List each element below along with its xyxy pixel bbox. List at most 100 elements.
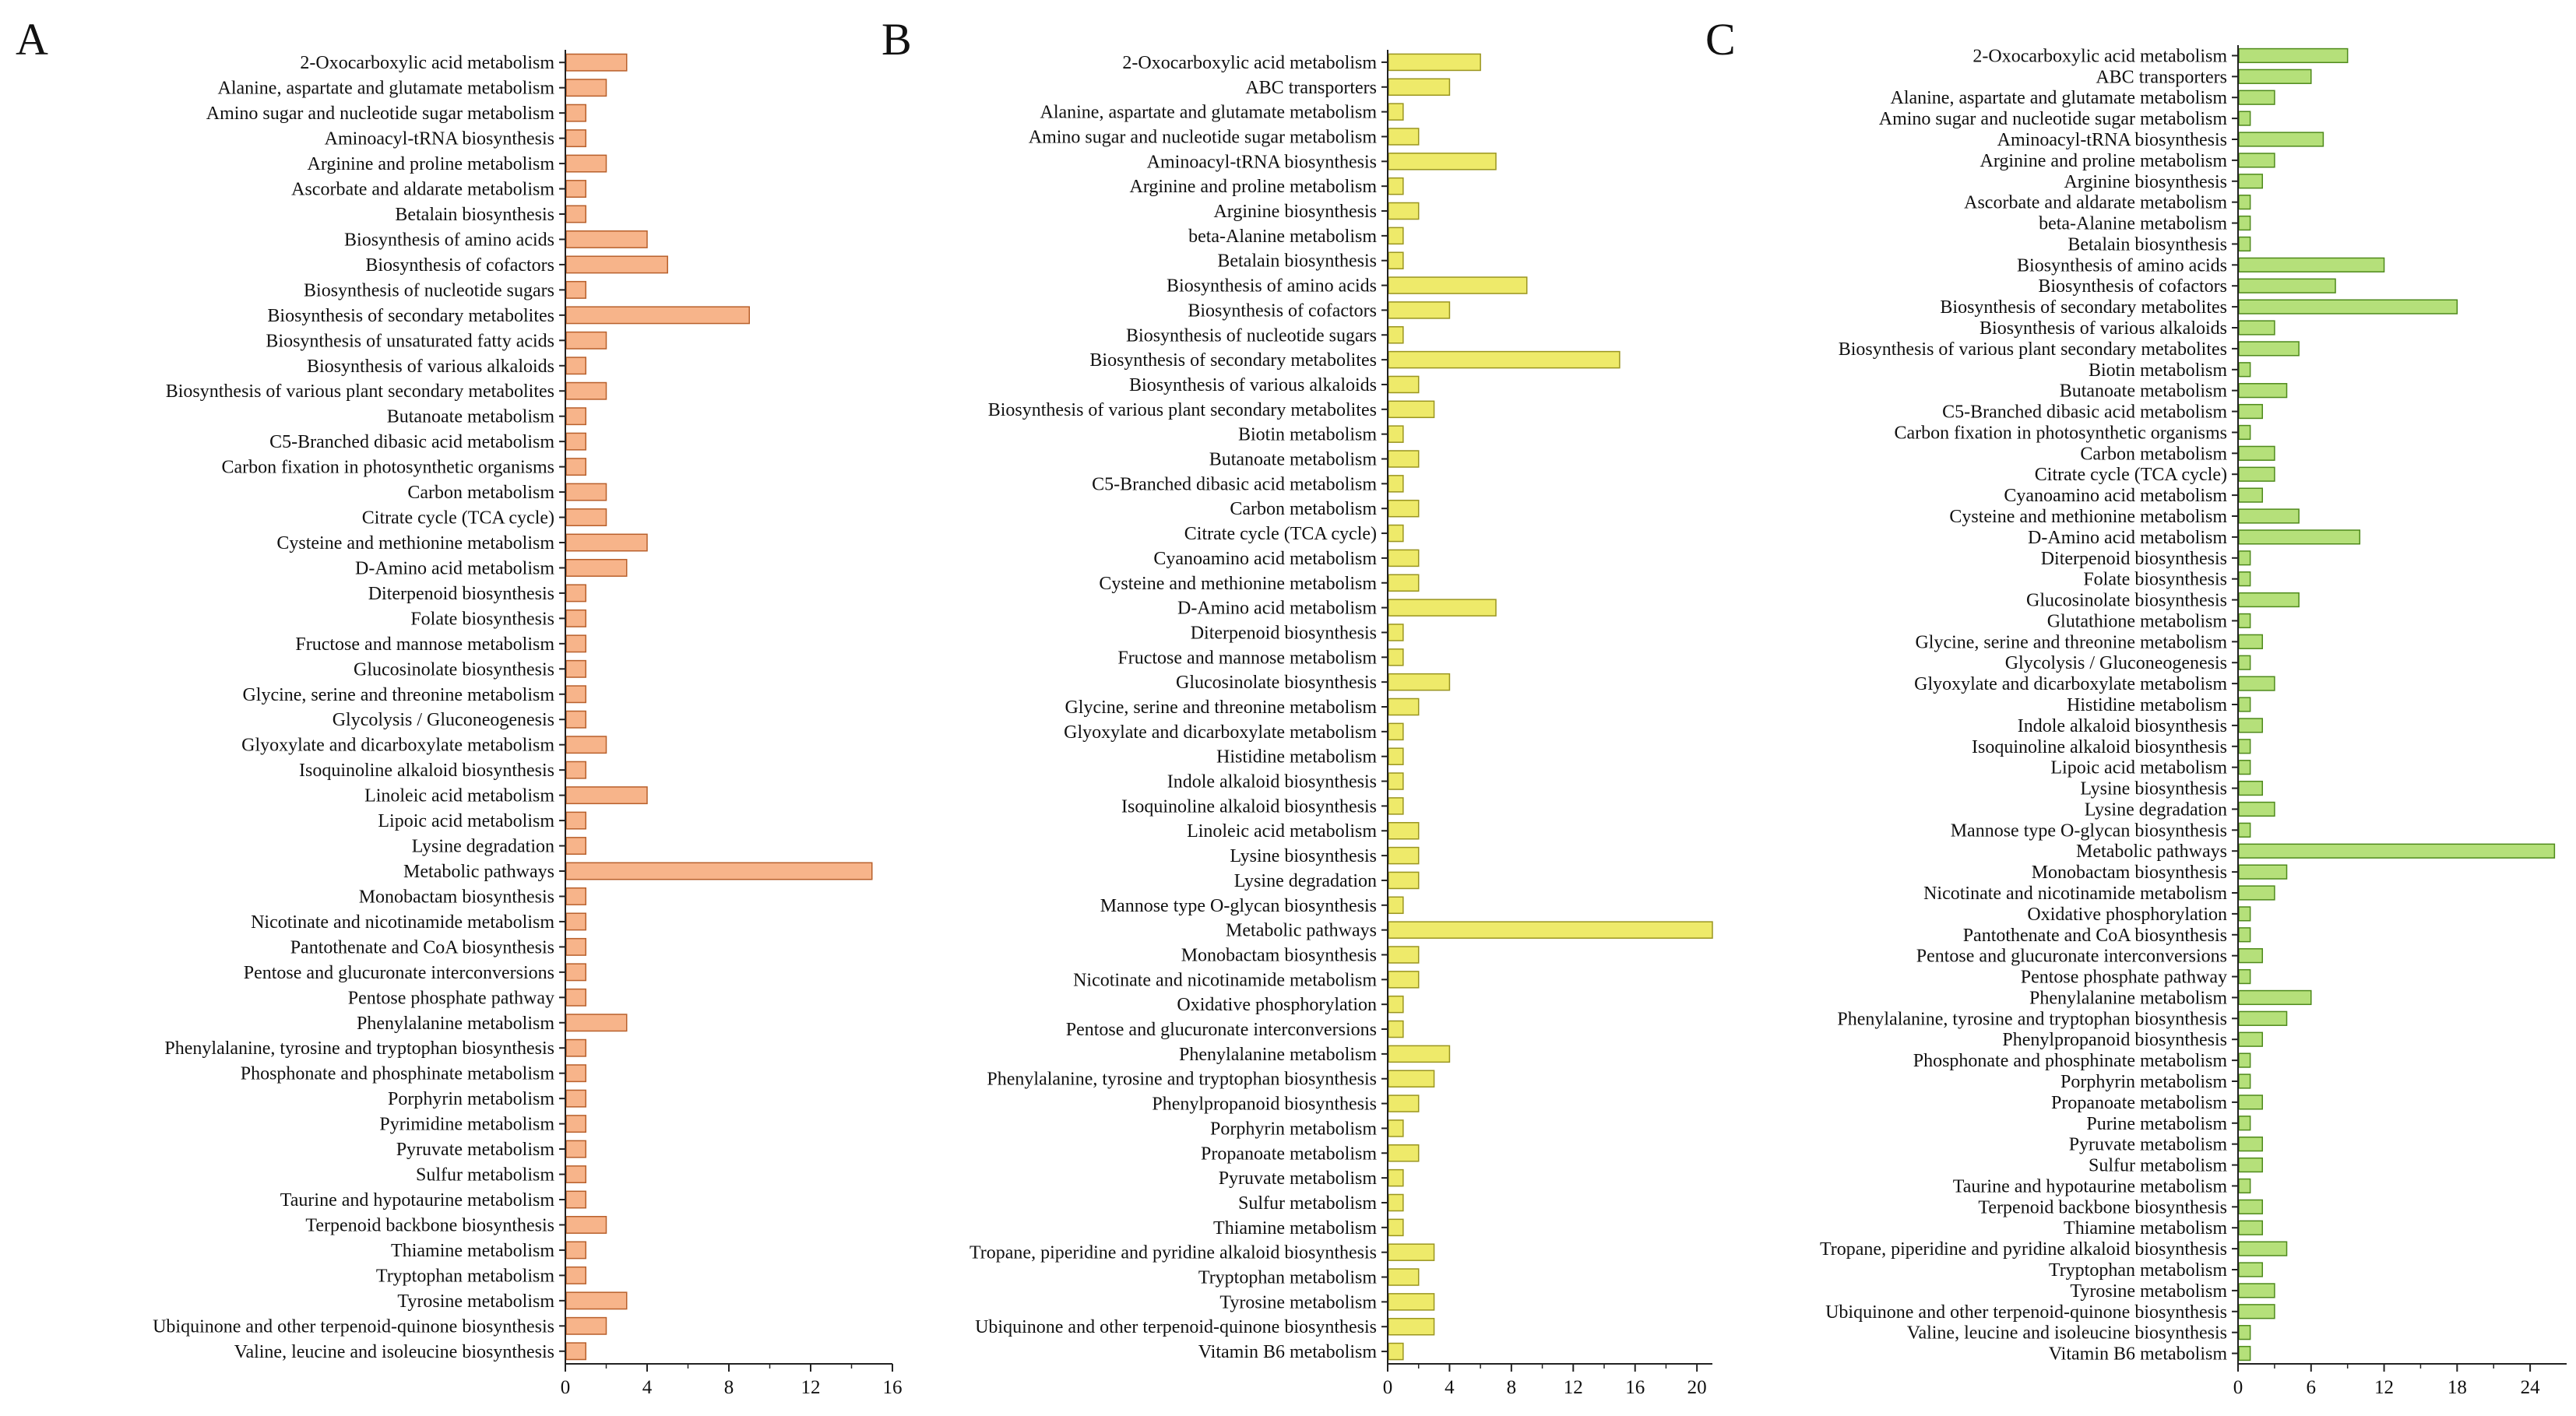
panel-c-category-label: Phenylalanine, tyrosine and tryptophan b… bbox=[1837, 1009, 2227, 1029]
panel-a-bar bbox=[565, 1014, 628, 1032]
panel-c-category-label: Diterpenoid biosynthesis bbox=[2041, 549, 2227, 569]
panel-a-category-label: Isoquinoline alkaloid biosynthesis bbox=[299, 761, 554, 781]
panel-b-bar bbox=[1388, 1268, 1420, 1286]
panel-a-category-label: Porphyrin metabolism bbox=[388, 1089, 554, 1109]
panel-a-category-label: Lipoic acid metabolism bbox=[378, 811, 554, 831]
panel-b-bar bbox=[1388, 1020, 1404, 1038]
panel-a-category-label: Glyoxylate and dicarboxylate metabolism bbox=[241, 736, 554, 756]
panel-c-category-label: Alanine, aspartate and glutamate metabol… bbox=[1890, 88, 2227, 108]
panel-c-category-label: Folate biosynthesis bbox=[2083, 570, 2227, 590]
panel-a-category-label: D-Amino acid metabolism bbox=[355, 558, 554, 578]
panel-c-bar bbox=[2238, 760, 2251, 775]
panel-c-bar bbox=[2238, 1345, 2251, 1362]
panel-a-category-label: Biosynthesis of unsaturated fatty acids bbox=[266, 331, 554, 351]
panel-c-category-label: Glycine, serine and threonine metabolism bbox=[1915, 632, 2227, 652]
panel-a-category-label: Valine, leucine and isoleucine biosynthe… bbox=[234, 1342, 554, 1362]
panel-b-category-label: Biosynthesis of various alkaloids bbox=[1129, 375, 1377, 395]
panel-c-bar bbox=[2238, 47, 2349, 64]
panel-b-bar bbox=[1388, 549, 1420, 567]
panel-b-bar bbox=[1388, 53, 1481, 72]
panel-a-category-label: Amino sugar and nucleotide sugar metabol… bbox=[206, 104, 555, 124]
panel-a-bar bbox=[565, 1165, 586, 1184]
panel-c-category-label: Carbon metabolism bbox=[2080, 444, 2227, 464]
panel-c-bar bbox=[2238, 634, 2264, 649]
panel-b-category-label: Phenylalanine metabolism bbox=[1179, 1045, 1377, 1065]
panel-b-category-label: Aminoacyl-tRNA biosynthesis bbox=[1147, 152, 1377, 172]
panel-b-bar bbox=[1388, 624, 1404, 641]
panel-a-bar bbox=[565, 180, 586, 199]
panel-a-bar bbox=[565, 558, 628, 577]
panel-c-bar bbox=[2238, 215, 2251, 231]
panel-b-bar bbox=[1388, 1243, 1435, 1261]
panel-a-category-label: Aminoacyl-tRNA biosynthesis bbox=[325, 129, 554, 149]
panel-a-xtick-label: 4 bbox=[642, 1377, 653, 1398]
panel-b-bar bbox=[1388, 1144, 1420, 1162]
panel-c-xtick-label: 18 bbox=[2448, 1377, 2467, 1398]
panel-c-bar bbox=[2238, 1157, 2264, 1173]
panel-b-bar bbox=[1388, 747, 1404, 765]
panel-c-category-label: Biosynthesis of secondary metabolites bbox=[1940, 297, 2227, 318]
panel-b: B 2-Oxocarboxylic acid metabolism ABC tran… bbox=[882, 14, 1713, 1398]
panel-c-bar bbox=[2238, 1304, 2275, 1319]
panel-b-category-label: Pentose and glucuronate interconversions bbox=[1066, 1020, 1377, 1040]
panel-c-bar bbox=[2238, 508, 2300, 524]
panel-c-category-label: Taurine and hypotaurine metabolism bbox=[1953, 1176, 2228, 1196]
panel-c-bar bbox=[2238, 90, 2275, 105]
panel-c-bar bbox=[2238, 424, 2251, 441]
panel-c-bar bbox=[2238, 153, 2275, 168]
panel-b-category-label: Biosynthesis of secondary metabolites bbox=[1089, 350, 1377, 371]
panel-b-category-label: Butanoate metabolism bbox=[1209, 450, 1378, 470]
panel-a-bar bbox=[565, 634, 586, 653]
panel-c-category-label: Biosynthesis of various plant secondary … bbox=[1839, 339, 2227, 360]
panel-b-category-label: Indole alkaloid biosynthesis bbox=[1167, 772, 1377, 792]
panel-b-bar bbox=[1388, 673, 1451, 691]
panel-b-bar bbox=[1388, 301, 1451, 319]
panel-c-category-label: Purine metabolism bbox=[2086, 1114, 2227, 1134]
panel-b-category-label: Betalain biosynthesis bbox=[1217, 251, 1377, 272]
panel-b-category-label: Alanine, aspartate and glutamate metabol… bbox=[1040, 103, 1377, 123]
panel-c-category-label: Propanoate metabolism bbox=[2051, 1093, 2227, 1113]
panel-b-bar bbox=[1388, 1045, 1451, 1063]
panel-c-bar bbox=[2238, 550, 2251, 566]
panel-a-bar bbox=[565, 255, 668, 274]
panel-c-bar bbox=[2238, 822, 2251, 838]
panel-b-category-label: Biosynthesis of amino acids bbox=[1167, 276, 1377, 297]
panel-a-category-label: Carbon metabolism bbox=[407, 483, 554, 503]
panel-c-category-label: Phosphonate and phosphinate metabolism bbox=[1913, 1051, 2228, 1071]
panel-a-category-label: Folate biosynthesis bbox=[410, 609, 554, 629]
panel-c-category-label: Sulfur metabolism bbox=[2089, 1156, 2227, 1176]
panel-a-bar bbox=[565, 129, 586, 148]
panel-b-category-label: Glycine, serine and threonine metabolism bbox=[1065, 697, 1377, 718]
panel-c-bar bbox=[2238, 843, 2556, 859]
panel-a-bar bbox=[565, 483, 607, 501]
panel-a-category-label: Biosynthesis of nucleotide sugars bbox=[304, 280, 554, 300]
panel-c-bar bbox=[2238, 676, 2275, 691]
panel-c-category-label: Amino sugar and nucleotide sugar metabol… bbox=[1879, 109, 2228, 129]
panel-c-category-label: Isoquinoline alkaloid biosynthesis bbox=[1972, 737, 2227, 757]
panel-c-bar bbox=[2238, 111, 2251, 126]
panel-c-bar bbox=[2238, 885, 2275, 901]
panel-c-category-label: Arginine biosynthesis bbox=[2064, 172, 2227, 192]
panel-a-bar bbox=[565, 685, 586, 704]
panel-b-bar bbox=[1388, 946, 1420, 964]
panel-a-bar bbox=[565, 1291, 628, 1310]
panel-b-bar bbox=[1388, 375, 1420, 394]
panel-b-xtick-label: 8 bbox=[1507, 1377, 1517, 1398]
panel-b-xtick-label: 4 bbox=[1445, 1377, 1455, 1398]
panel-a-bar bbox=[565, 533, 648, 552]
panel-a-category-label: Ubiquinone and other terpenoid-quinone b… bbox=[153, 1316, 554, 1337]
panel-b-bar bbox=[1388, 971, 1420, 989]
panel-b-bar bbox=[1388, 78, 1451, 97]
panel-a-category-label: Ascorbate and aldarate metabolism bbox=[291, 180, 554, 200]
panel-b-bar bbox=[1388, 772, 1404, 790]
panel-a-bar bbox=[565, 1140, 586, 1158]
panel-b-bar bbox=[1388, 697, 1420, 716]
panel-c-category-label: Vitamin B6 metabolism bbox=[2049, 1344, 2228, 1365]
panel-b-category-label: Diterpenoid biosynthesis bbox=[1191, 623, 1377, 643]
panel-c-bar bbox=[2238, 341, 2300, 357]
panel-b-category-label: Tyrosine metabolism bbox=[1219, 1292, 1377, 1312]
panel-a-category-label: Pentose phosphate pathway bbox=[348, 988, 554, 1008]
panel-c-category-label: Indole alkaloid biosynthesis bbox=[2018, 716, 2227, 736]
panel-a-bar bbox=[565, 458, 586, 476]
